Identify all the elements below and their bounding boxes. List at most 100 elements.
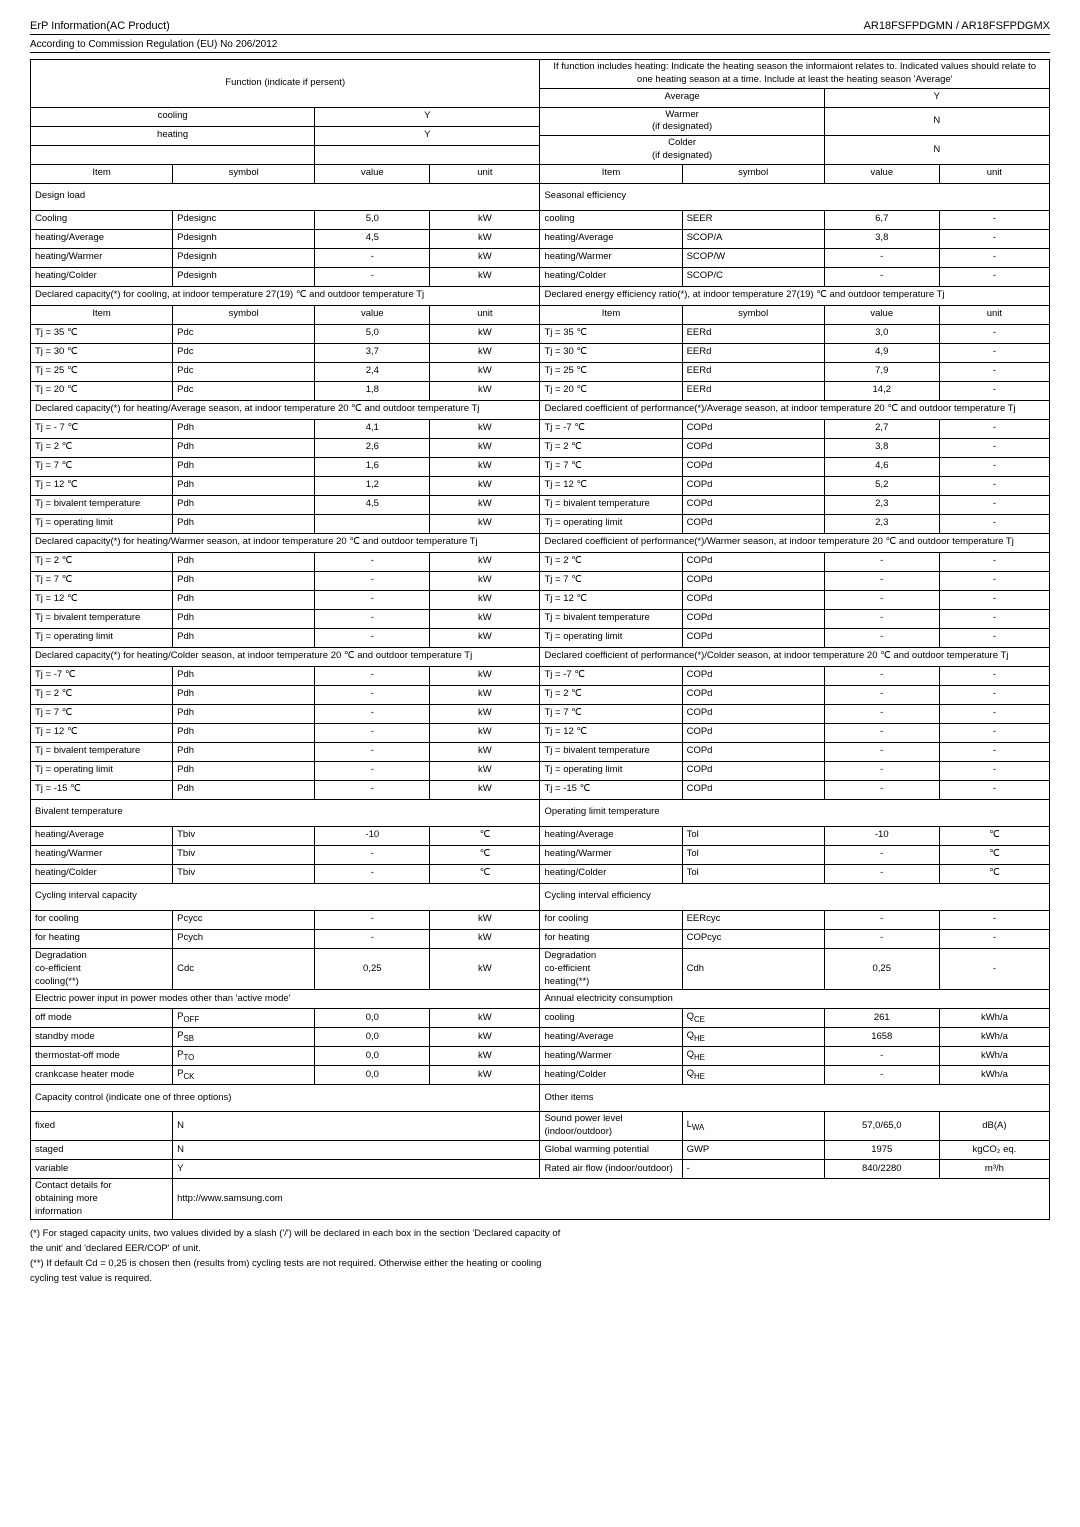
table-cell: 4,5 — [315, 495, 430, 514]
table-cell: 2,4 — [315, 362, 430, 381]
table-cell: COPd — [682, 761, 824, 780]
table-cell: 1658 — [824, 1028, 939, 1047]
table-cell: SCOP/C — [682, 267, 824, 286]
table-cell: - — [315, 666, 430, 685]
table-cell: - — [315, 845, 430, 864]
table-cell: 4,5 — [315, 229, 430, 248]
table-cell: Pdh — [173, 609, 315, 628]
cap-ctrl-label: Capacity control (indicate one of three … — [31, 1085, 540, 1112]
table-cell: Tj = operating limit — [31, 628, 173, 647]
table-cell: - — [315, 590, 430, 609]
table-cell: EERd — [682, 324, 824, 343]
table-cell: - — [315, 780, 430, 799]
table-cell: - — [824, 609, 939, 628]
footnote-1b: the unit' and 'declared EER/COP' of unit… — [30, 1243, 1050, 1256]
hdr-value-l: value — [315, 164, 430, 183]
subtitle: According to Commission Regulation (EU) … — [30, 39, 1050, 53]
table-cell: kW — [430, 704, 540, 723]
table-cell: - — [939, 609, 1049, 628]
table-cell: kW — [430, 552, 540, 571]
table-cell: Tj = 25 ℃ — [31, 362, 173, 381]
table-cell: -10 — [315, 826, 430, 845]
table-cell: kW — [430, 929, 540, 948]
table-cell: - — [939, 514, 1049, 533]
table-cell: kW — [430, 381, 540, 400]
table-cell: Tj = -7 ℃ — [31, 666, 173, 685]
table-cell: Pdh — [173, 666, 315, 685]
table-cell: QCE — [682, 1009, 824, 1028]
table-cell: heating/Average — [540, 229, 682, 248]
table-cell: Pdh — [173, 704, 315, 723]
table-cell: kW — [430, 210, 540, 229]
other-right-sym: LWA — [682, 1112, 824, 1141]
table-cell: 5,0 — [315, 324, 430, 343]
table-cell: kW — [430, 628, 540, 647]
table-cell: - — [824, 685, 939, 704]
opl-label: Operating limit temperature — [540, 799, 1050, 826]
main-table: Function (indicate if persent) If functi… — [30, 59, 1050, 1220]
table-cell: - — [939, 362, 1049, 381]
power-label: Electric power input in power modes othe… — [31, 990, 540, 1009]
table-cell: kW — [430, 476, 540, 495]
table-cell: Pdh — [173, 571, 315, 590]
table-cell: kW — [430, 267, 540, 286]
heating-val: Y — [315, 126, 540, 145]
footnotes: (*) For staged capacity units, two value… — [30, 1228, 1050, 1285]
table-cell: - — [939, 343, 1049, 362]
table-cell: - — [315, 910, 430, 929]
hdr-symbol-r: symbol — [682, 164, 824, 183]
table-cell: Tol — [682, 826, 824, 845]
table-cell: kW — [430, 457, 540, 476]
other-left-label: variable — [31, 1159, 173, 1178]
table-cell: for cooling — [31, 910, 173, 929]
table-cell: Tj = 2 ℃ — [31, 552, 173, 571]
table-cell: kW — [430, 1009, 540, 1028]
table-cell: 2,7 — [824, 419, 939, 438]
table-cell: Tj = 7 ℃ — [31, 457, 173, 476]
table-cell: Tj = 2 ℃ — [540, 685, 682, 704]
hdr-unit-l: unit — [430, 164, 540, 183]
table-cell: heating/Average — [31, 826, 173, 845]
table-cell: SEER — [682, 210, 824, 229]
table-cell: - — [824, 248, 939, 267]
table-cell: kW — [430, 590, 540, 609]
table-cell: Tj = 12 ℃ — [540, 590, 682, 609]
table-cell: Pdh — [173, 495, 315, 514]
table-cell: Tj = -15 ℃ — [540, 780, 682, 799]
table-cell: COPd — [682, 628, 824, 647]
colder-label: Colder(if designated) — [540, 136, 824, 165]
table-cell: kW — [430, 495, 540, 514]
table-cell: 261 — [824, 1009, 939, 1028]
table-cell: - — [939, 742, 1049, 761]
table-cell: Pdc — [173, 343, 315, 362]
other-right-sym: - — [682, 1159, 824, 1178]
table-cell: EERd — [682, 343, 824, 362]
table-cell: heating/Colder — [540, 864, 682, 883]
table-cell: - — [315, 742, 430, 761]
other-left-label: fixed — [31, 1112, 173, 1141]
table-cell: COPd — [682, 780, 824, 799]
table-cell: Pdh — [173, 476, 315, 495]
table-cell: for cooling — [540, 910, 682, 929]
table-cell: - — [939, 229, 1049, 248]
colder-val: N — [824, 136, 1049, 165]
table-cell: Tj = 2 ℃ — [540, 438, 682, 457]
table-cell: heating/Warmer — [31, 248, 173, 267]
table-cell: - — [939, 723, 1049, 742]
table-cell: Tbiv — [173, 826, 315, 845]
table-cell: QHE — [682, 1028, 824, 1047]
function-label: Function (indicate if persent) — [31, 60, 540, 108]
table-cell: Tj = 30 ℃ — [31, 343, 173, 362]
table-cell: - — [824, 1047, 939, 1066]
table-cell: ℃ — [430, 826, 540, 845]
title-left: ErP Information(AC Product) — [30, 20, 170, 32]
table-cell: kW — [430, 514, 540, 533]
table-cell: COPd — [682, 438, 824, 457]
contact-url: http://www.samsung.com — [173, 1178, 1050, 1219]
table-cell: - — [939, 324, 1049, 343]
table-cell: -10 — [824, 826, 939, 845]
table-cell: 3,8 — [824, 438, 939, 457]
table-cell: Pdc — [173, 362, 315, 381]
hdr-value-r: value — [824, 164, 939, 183]
table-cell: Pdh — [173, 438, 315, 457]
